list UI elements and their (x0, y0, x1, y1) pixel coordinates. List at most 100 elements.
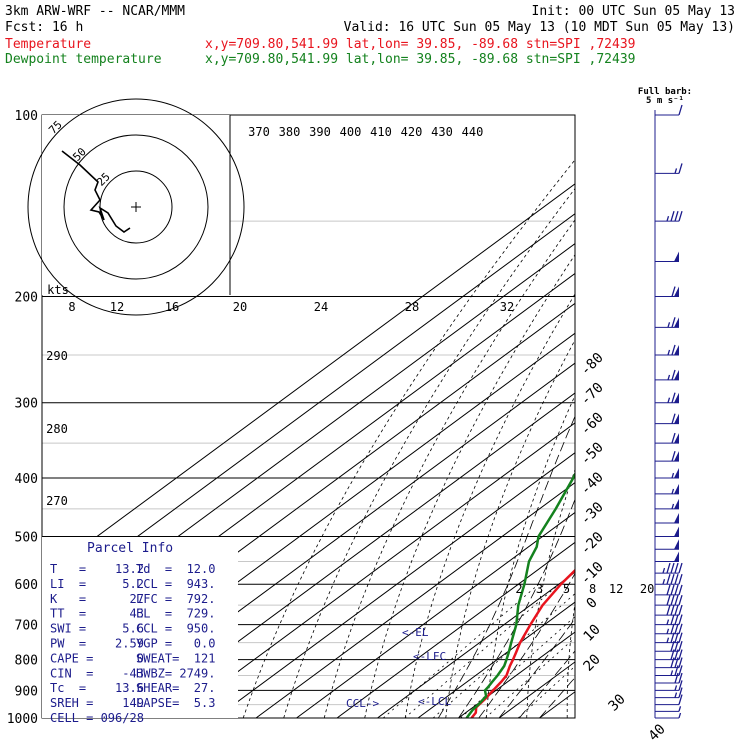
wind-barb (655, 344, 679, 356)
barb-feather (671, 450, 676, 462)
barb-half-feather (670, 670, 674, 676)
moist-adiabat-line (518, 650, 575, 718)
theta-label: 410 (370, 125, 392, 139)
barb-feather (670, 584, 675, 596)
barb-feather (674, 604, 679, 616)
isotherm-label: 30 (606, 691, 629, 714)
isotherm-line (215, 452, 575, 718)
parcel-marker-label: <-LCL (418, 695, 451, 708)
barb-feather (671, 369, 676, 381)
parcel-row-left: SWI = 5.6 (50, 622, 144, 636)
barb-pennant (674, 539, 679, 550)
wind-barb (655, 687, 683, 699)
barb-half-feather (674, 685, 678, 691)
barb-feather (670, 574, 675, 585)
wind-barb (655, 413, 679, 425)
barb-feather (678, 672, 683, 684)
parcel-row-left: PW = 2.59 (50, 637, 144, 651)
parcel-row-right: CCL = 950. (136, 622, 215, 636)
dry-adiabat-line (242, 159, 575, 718)
barb-half-feather (674, 168, 678, 174)
barb-feather (670, 562, 675, 574)
parcel-marker-label: CCL-> (346, 697, 379, 710)
barb-feather (670, 632, 675, 643)
wind-barb (655, 513, 679, 524)
wind-barb (655, 614, 683, 626)
barb-pennant (674, 526, 679, 537)
barb-pennant (674, 483, 679, 494)
speed-scale-label: 32 (500, 300, 514, 314)
hodograph-center (131, 202, 141, 212)
dry-adiabat-line (404, 293, 575, 718)
mixing-ratio-label: 20 (640, 582, 654, 596)
barb-feather (678, 623, 683, 634)
wind-barb (655, 539, 679, 550)
barb-feather (674, 623, 679, 634)
barb-feather (670, 604, 675, 616)
init-time: Init: 00 UTC Sun 05 May 13 (532, 4, 736, 19)
barb-feather (678, 614, 683, 625)
barb-half-feather (666, 215, 670, 222)
mixing-ratio-line (382, 583, 540, 718)
isotherm-line (255, 482, 575, 718)
dry-adiabat-line (526, 468, 575, 718)
barb-half-feather (666, 628, 670, 634)
isotherm-label: -10 (578, 559, 607, 588)
wind-barbs (654, 104, 683, 719)
moist-adiabat-line (539, 676, 575, 718)
barb-feather (678, 594, 683, 606)
theta-label: 400 (340, 125, 362, 139)
forecast-hour: Fcst: 16 h (5, 20, 83, 35)
wind-barb (655, 392, 679, 404)
mixing-ratio-label: 12 (609, 582, 623, 596)
pressure-tick-label: 600 (15, 578, 38, 593)
parcel-row-right: LFC = 792. (136, 592, 215, 606)
barb-feather (674, 672, 679, 684)
dewpoint-location: x,y=709.80,541.99 lat,lon= 39.85, -89.68… (205, 52, 635, 67)
parcel-row-left: SREH = 149 (50, 696, 144, 710)
barb-feather (671, 286, 676, 297)
parcel-row-left: K = 27 (50, 592, 144, 606)
dry-adiabat-line (718, 115, 740, 718)
isotherm-label: 40 (646, 721, 669, 740)
parcel-row-right: Td = 12.0 (136, 562, 215, 576)
isotherm-line (42, 183, 575, 578)
parcel-row-left: Tc = 13.6 (50, 681, 144, 695)
barb-feather (678, 584, 683, 596)
barb-half-feather (667, 322, 671, 328)
diagram-frame (41, 114, 576, 719)
speed-scale-label: 16 (165, 300, 179, 314)
speed-scale-label: 28 (405, 300, 419, 314)
barb-feather (674, 632, 679, 643)
isotherm-label: -40 (578, 469, 607, 498)
barb-feather (671, 317, 676, 328)
pressure-tick-label: 800 (15, 654, 38, 669)
wind-barb (655, 317, 679, 328)
barb-pennant (674, 468, 679, 479)
full-barb-label: Full barb: (638, 87, 692, 97)
wind-barb (655, 450, 679, 462)
theta-label: 420 (401, 125, 423, 139)
barb-feather (666, 584, 671, 596)
wind-barb (655, 251, 679, 263)
parcel-info-title: Parcel Info (87, 541, 173, 556)
barb-feather (678, 649, 683, 660)
hodograph-trace (61, 150, 131, 233)
wind-barb (655, 594, 683, 606)
barb-feather (670, 594, 675, 606)
speed-scale-label: 24 (314, 300, 328, 314)
wind-barb (655, 432, 679, 444)
barb-pennant (674, 551, 679, 562)
barb-half-feather (666, 637, 670, 643)
hodograph-ring (99, 170, 173, 244)
barb-feather (678, 694, 683, 705)
isotherm-line (174, 422, 575, 718)
dewpoint-legend: Dewpoint temperature (5, 52, 162, 67)
parcel-row-right: YGP = 0.0 (136, 637, 215, 651)
barb-feather (670, 210, 675, 222)
parcel-info-panel: Parcel Info T = 13.2Td = 12.0LI = 5.2LCL… (42, 537, 238, 725)
mixing-ratio-label: 8 (589, 582, 596, 596)
pressure-tick-label: 700 (15, 619, 38, 634)
isotherm-label: -80 (578, 350, 607, 379)
